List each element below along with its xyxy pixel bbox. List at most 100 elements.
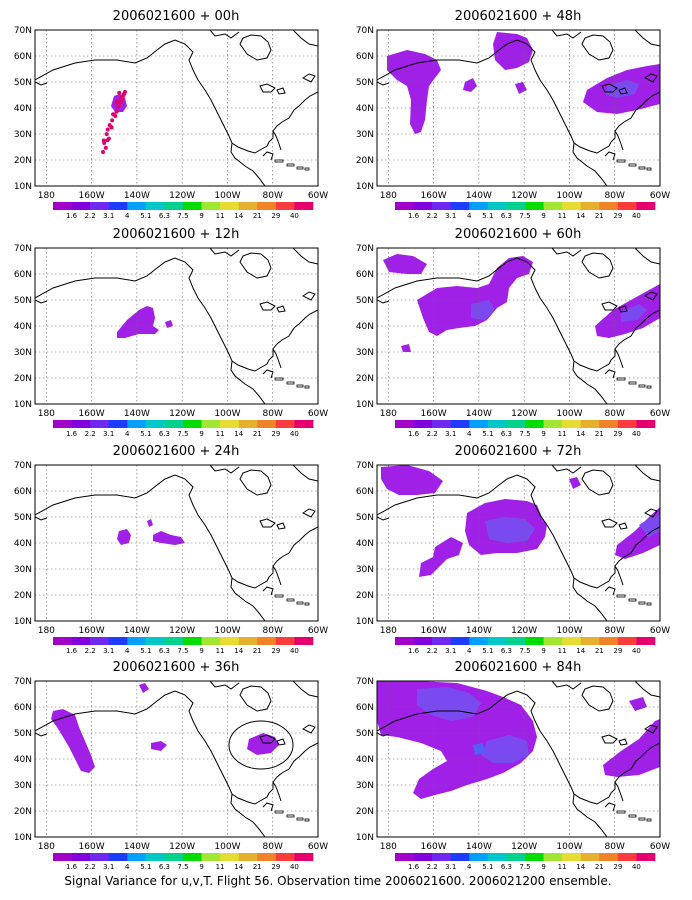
colorbar-swatch-3 (108, 420, 128, 428)
colorbar-label-7: 9 (541, 863, 545, 871)
coastline-florida (272, 348, 282, 369)
panel-title-12h: 2006021600 + 12h (113, 227, 240, 242)
colorbar-label-7: 9 (199, 647, 203, 655)
colorbar-swatch-6 (164, 853, 184, 861)
coastline-aleutian (377, 299, 390, 304)
colorbar-label-11: 29 (613, 863, 622, 871)
map-area-48h (377, 30, 660, 186)
colorbar-label-3: 4 (467, 430, 472, 438)
variance-region-24h-1 (147, 519, 153, 527)
colorbar-60h: 1.6 2.2 3.1 4 5.1 6.3 7.5 9 11 14 21 29 40 (395, 420, 656, 438)
coastline (35, 690, 318, 805)
colorbar-swatch-8 (543, 637, 563, 645)
colorbar-swatch-3 (108, 202, 128, 210)
colorbar-label-12: 40 (290, 430, 299, 438)
coastline-hudson-bay (581, 34, 614, 61)
colorbar-swatch-5 (145, 202, 165, 210)
lon-label-80W: 80W (605, 409, 625, 419)
lon-label-120W: 120W (511, 409, 537, 419)
colorbar-swatch-12 (275, 420, 295, 428)
variance-region-60h-1 (417, 256, 533, 336)
colorbar-swatch-11 (257, 202, 277, 210)
colorbar-swatch-8 (201, 637, 221, 645)
coastline-yucatan (262, 369, 274, 379)
colorbar-swatch-13 (636, 637, 656, 645)
lat-label-20N: 20N (356, 591, 374, 601)
observation-point-3 (101, 138, 106, 143)
colorbar-label-10: 21 (253, 863, 262, 871)
lat-label-70N: 70N (356, 26, 374, 36)
colorbar-swatch-4 (127, 637, 147, 645)
lat-label-30N: 30N (14, 781, 32, 791)
map-panel-00h: 70N 60N 50N 40N 30N 20N 10N 180 160W 140W 120W 100W… (14, 26, 328, 220)
caribbean-island-3 (304, 818, 310, 822)
lon-label-140W: 140W (466, 842, 492, 852)
caribbean-island-3 (646, 167, 652, 171)
colorbar-label-6: 7.5 (519, 863, 530, 871)
great-lakes (601, 83, 618, 93)
colorbar-label-2: 3.1 (445, 430, 456, 438)
observation-point-0 (101, 150, 105, 154)
lat-label-20N: 20N (356, 807, 374, 817)
lon-label-180: 180 (380, 191, 397, 201)
colorbar-swatch-11 (257, 637, 277, 645)
colorbar-swatch-5 (145, 637, 165, 645)
colorbar-label-8: 11 (216, 212, 225, 220)
colorbar-label-9: 14 (234, 430, 243, 438)
map-area-00h (35, 30, 318, 186)
great-lakes-2 (276, 87, 286, 95)
variance-region-84h-0 (377, 681, 537, 799)
lat-label-20N: 20N (356, 156, 374, 166)
coastline-hudson-bay (581, 685, 614, 712)
colorbar-swatch-0 (395, 853, 414, 861)
lat-label-30N: 30N (356, 781, 374, 791)
variance-region-36h-3 (247, 733, 279, 755)
variance-region-72h-2 (485, 517, 535, 543)
colorbar-swatch-0 (395, 420, 414, 428)
colorbar-label-9: 14 (234, 863, 243, 871)
lat-label-40N: 40N (14, 539, 32, 549)
colorbar-label-5: 6.3 (159, 430, 170, 438)
colorbar-label-9: 14 (234, 647, 243, 655)
caribbean-island-1 (628, 381, 637, 385)
lat-label-60N: 60N (14, 703, 32, 713)
lon-label-160W: 160W (79, 191, 105, 201)
lat-label-50N: 50N (14, 296, 32, 306)
map-panel-36h: 70N 60N 50N 40N 30N 20N 10N 180 160W 140W 120W 100W… (14, 677, 328, 871)
lat-label-70N: 70N (356, 244, 374, 254)
lon-label-60W: 60W (650, 626, 670, 636)
colorbar-swatch-6 (164, 420, 184, 428)
lat-label-50N: 50N (356, 729, 374, 739)
caribbean-island-0 (274, 377, 284, 381)
coastline-yucatan (262, 151, 274, 161)
variance-region-72h-3 (419, 537, 463, 577)
colorbar-label-9: 14 (576, 430, 585, 438)
colorbar-swatch-6 (506, 853, 526, 861)
lon-label-100W: 100W (556, 191, 582, 201)
lon-label-120W: 120W (511, 842, 537, 852)
lon-label-100W: 100W (214, 409, 240, 419)
colorbar-label-2: 3.1 (445, 863, 456, 871)
colorbar-label-5: 6.3 (159, 647, 170, 655)
colorbar-label-11: 29 (271, 647, 280, 655)
coastline (35, 474, 318, 589)
colorbar-label-10: 21 (253, 212, 262, 220)
colorbar-label-1: 2.2 (427, 863, 438, 871)
variance-region-60h-5 (621, 304, 647, 322)
variance-region-12h-0 (117, 306, 159, 338)
colorbar-swatch-4 (127, 420, 147, 428)
coastline-mexico (572, 360, 608, 404)
caribbean-island-0 (274, 159, 284, 163)
lon-label-180: 180 (380, 842, 397, 852)
coastline-hudson-bay (581, 469, 614, 496)
map-area-24h (35, 465, 318, 621)
colorbar-label-8: 11 (558, 212, 567, 220)
colorbar-swatch-2 (432, 637, 452, 645)
colorbar-label-1: 2.2 (85, 430, 96, 438)
map-area-72h (377, 465, 660, 621)
panel-title-24h: 2006021600 + 24h (113, 444, 240, 459)
colorbar-label-4: 5.1 (140, 647, 151, 655)
colorbar-swatch-0 (395, 202, 414, 210)
colorbar-label-10: 21 (595, 430, 604, 438)
lon-label-120W: 120W (169, 409, 195, 419)
